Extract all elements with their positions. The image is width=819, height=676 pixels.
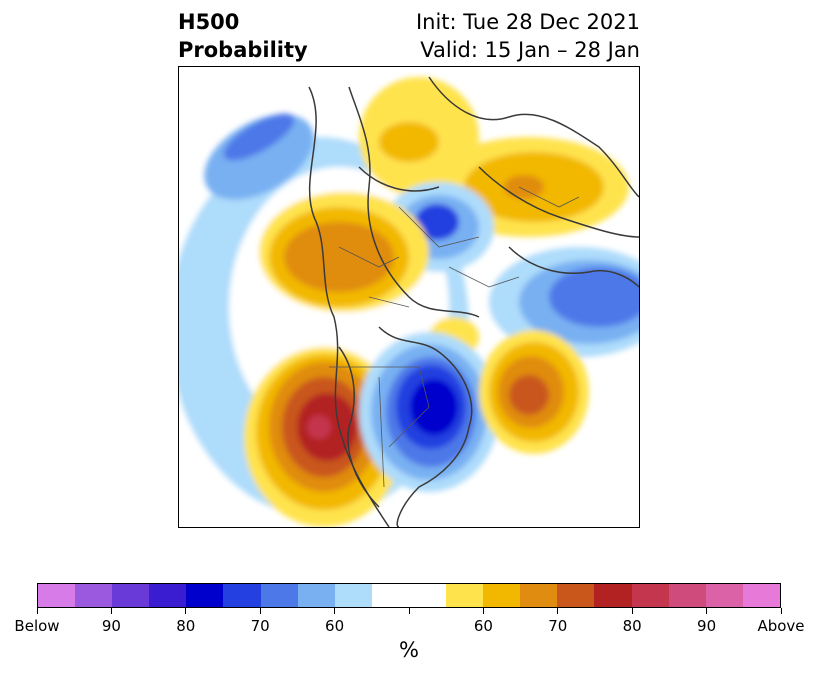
map-title: H500 Probability	[178, 8, 308, 64]
colorbar-tick	[706, 608, 708, 614]
valid-period: Valid: 15 Jan – 28 Jan	[420, 38, 640, 62]
colorbar-cell	[446, 584, 484, 607]
colorbar-cell	[557, 584, 595, 607]
anomaly-above-europe-core	[284, 222, 394, 292]
colorbar-tick-label: 60	[473, 617, 493, 635]
colorbar-tick-label: 70	[548, 617, 568, 635]
colorbar-tick	[408, 608, 410, 614]
colorbar-tick	[259, 608, 261, 614]
map-date-info: Init: Tue 28 Dec 2021 Valid: 15 Jan – 28…	[416, 8, 640, 64]
colorbar-cell	[668, 584, 706, 607]
anomaly-below-east-core	[549, 267, 639, 327]
colorbar-tick	[780, 608, 782, 614]
colorbar-cell	[483, 584, 521, 607]
colorbar-cell	[223, 584, 261, 607]
colorbar-tick	[631, 608, 633, 614]
colorbar-tick-label: 80	[176, 617, 196, 635]
colorbar-cell	[594, 584, 632, 607]
colorbar-cell	[297, 584, 335, 607]
coastlines	[308, 76, 639, 527]
anomaly-below-northwest	[204, 114, 314, 200]
colorbar-tick	[334, 608, 336, 614]
init-date: Init: Tue 28 Dec 2021	[415, 10, 640, 34]
colorbar-cell	[149, 584, 187, 607]
colorbar-cell	[260, 584, 298, 607]
colorbar-tick	[185, 608, 187, 614]
colorbar-tick-label: 80	[622, 617, 642, 635]
colorbar-cell	[742, 584, 780, 607]
colorbar-cell	[371, 584, 409, 607]
anomaly-above-atlantic-c	[509, 375, 549, 415]
anomaly-above-arctic-core	[379, 122, 439, 162]
colorbar-tick-label: Above	[757, 617, 805, 635]
colorbar-tick-label: 90	[697, 617, 717, 635]
colorbar-cell	[112, 584, 150, 607]
colorbar-cell	[334, 584, 372, 607]
colorbar-cell	[186, 584, 224, 607]
colorbar-cell	[520, 584, 558, 607]
colorbar-tick	[110, 608, 112, 614]
colorbar-tick-label: Below	[14, 617, 60, 635]
anomaly-below-northwest-core	[223, 113, 295, 161]
colorbar-tick	[557, 608, 559, 614]
anomaly-above-siberia-core	[504, 175, 544, 199]
colorbar-cell	[75, 584, 113, 607]
anomaly-below-arctic-core	[415, 204, 459, 240]
colorbar-tick	[36, 608, 38, 614]
title-field: Probability	[178, 38, 308, 62]
colorbar-tick-label: 90	[101, 617, 121, 635]
title-variable: H500	[178, 10, 240, 34]
colorbar-tick	[482, 608, 484, 614]
anomaly-above-southwest-e	[307, 415, 331, 439]
colorbar-tick-label: 60	[325, 617, 345, 635]
borders	[329, 186, 580, 488]
colorbar-unit: %	[399, 638, 419, 662]
anomaly-below-center-d	[410, 379, 458, 435]
colorbar-tick-label: 70	[250, 617, 270, 635]
colorbar-cell	[38, 584, 76, 607]
colorbar-cell	[705, 584, 743, 607]
probability-map	[178, 66, 640, 528]
colorbar-cell	[631, 584, 669, 607]
probability-colorbar	[37, 583, 781, 608]
colorbar-cell	[408, 584, 447, 607]
